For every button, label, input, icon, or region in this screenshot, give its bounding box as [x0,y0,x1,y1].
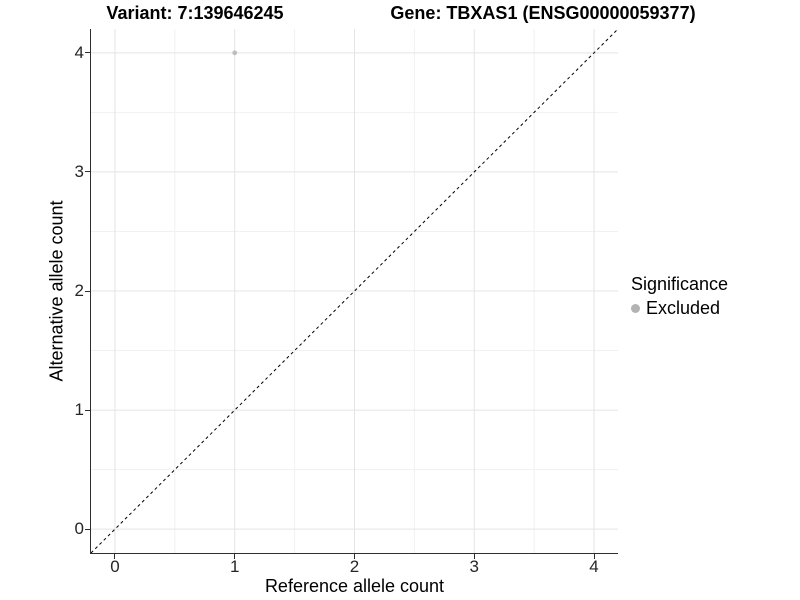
x-tick-mark [114,554,116,559]
x-tick-label: 1 [229,557,240,576]
legend-title: Significance [631,274,729,294]
y-tick-label: 1 [74,400,84,420]
variant-title: Variant: 7:139646245 [106,3,284,23]
identity-reference-line [91,29,618,553]
x-tick-label: 2 [349,557,360,576]
legend-item-excluded: Excluded [631,298,728,319]
y-tick-label: 0 [74,519,84,539]
y-tick-label: 4 [74,42,84,62]
y-tick-mark [85,528,90,530]
x-tick-label: 0 [110,557,120,576]
legend-item-label: Excluded [646,298,721,318]
y-tick-mark [85,171,90,173]
x-tick-label: 3 [469,557,479,576]
x-tick-mark [593,554,595,559]
y-tick-mark [85,290,90,292]
x-tick-mark [354,554,355,559]
y-tick-label: 2 [74,281,84,300]
y-tick-mark [85,409,90,411]
x-tick-label: 4 [589,557,599,576]
y-tick-mark [85,52,90,54]
panel-canvas [91,29,618,553]
legend: Significance Excluded [631,274,728,319]
x-axis-title: Reference allele count [264,576,445,596]
x-tick-mark [234,554,236,559]
legend-key-dot-icon [631,304,640,313]
data-point-excluded [232,50,238,56]
plot-panel [90,29,618,554]
y-tick-label: 3 [74,161,84,181]
gene-title: Gene: TBXAS1 (ENSG00000059377) [390,3,696,23]
x-tick-mark [473,554,475,559]
legend-items: Excluded [631,298,728,319]
